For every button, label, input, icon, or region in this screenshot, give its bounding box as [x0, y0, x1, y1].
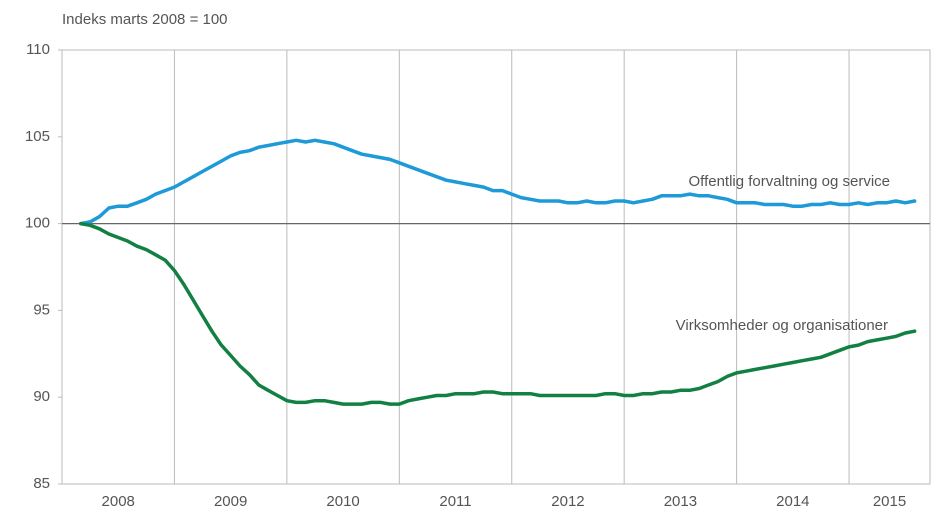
x-tick-label: 2013 [664, 493, 697, 510]
y-tick-label: 95 [33, 301, 50, 318]
x-tick-label: 2011 [439, 493, 471, 510]
x-tick-label: 2014 [776, 493, 809, 510]
y-tick-label: 100 [25, 215, 50, 232]
x-tick-label: 2015 [873, 493, 906, 510]
x-tick-label: 2010 [326, 493, 359, 510]
x-tick-label: 2009 [214, 493, 247, 510]
series-label: Offentlig forvaltning og service [689, 173, 891, 190]
y-tick-label: 85 [33, 475, 50, 492]
plot-frame [61, 49, 931, 485]
y-tick-label: 90 [33, 388, 50, 405]
x-tick-label: 2012 [551, 493, 584, 510]
y-tick-label: 110 [26, 41, 50, 58]
series-line [79, 221, 917, 406]
y-tick-label: 105 [25, 128, 50, 145]
series-label: Virksomheder og organisationer [676, 317, 888, 334]
series-line [79, 138, 917, 226]
chart-title: Indeks marts 2008 = 100 [62, 11, 228, 28]
x-tick-label: 2008 [102, 493, 135, 510]
